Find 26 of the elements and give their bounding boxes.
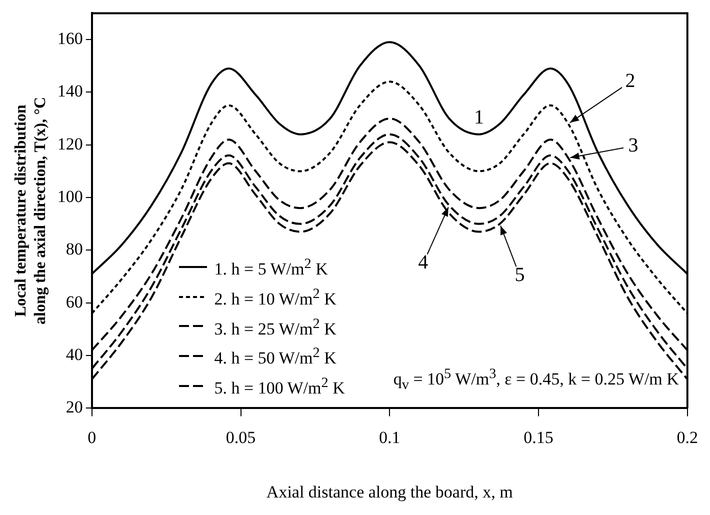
y-tick-label: 40 — [66, 345, 83, 364]
x-tick-label: 0.2 — [676, 428, 698, 447]
annotation: 3 — [628, 134, 638, 156]
annotation: 1 — [474, 106, 484, 129]
x-tick-label: 0.1 — [379, 428, 400, 447]
y-tick-label: 80 — [66, 240, 83, 259]
y-tick-label: 140 — [57, 82, 83, 101]
annotation: 4 — [418, 252, 428, 274]
annotation: 5 — [514, 264, 525, 286]
x-axis-title: Axial distance along the board, x, m — [266, 482, 513, 502]
y-tick-label: 60 — [66, 292, 83, 312]
legend-label: 3. h = 25 W/m$^{2}$ K — [214, 314, 336, 340]
legend-label: 2. h = 10 W/m$^{2}$ K — [214, 284, 336, 310]
y-tick-label: 100 — [57, 187, 83, 206]
legend-label: 5. h = 100 W/m$^{2}$ K — [214, 374, 345, 400]
x-tick-label: 0.05 — [226, 428, 256, 447]
y-tick-label: 120 — [57, 134, 83, 154]
legend-label: 4. h = 50 W/m$^{2}$ K — [214, 344, 336, 370]
x-tick-label: 0 — [88, 428, 96, 447]
annotation: q$_{v}$ = 10$^{5}$ W/m$^{3}$, ε = 0.45, k = 0.25 W/m K — [393, 366, 679, 394]
y-tick-label: 160 — [57, 29, 83, 48]
legend-label: 1. h = 5 W/m$^{2}$ K — [214, 255, 328, 281]
x-tick-label: 0.15 — [524, 428, 554, 447]
y-tick-label: 20 — [66, 398, 83, 417]
y-axis-title: Local temperature distribution along the axial direction, T(x), °C — [12, 96, 49, 324]
annotation: 2 — [625, 70, 636, 92]
